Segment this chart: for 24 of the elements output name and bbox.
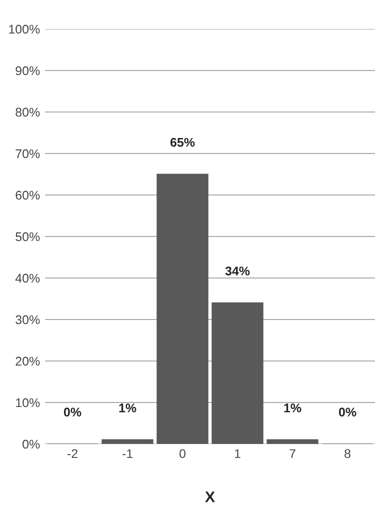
data-label: 0% (338, 408, 356, 417)
x-axis-title: X (205, 492, 215, 502)
y-tick-label: 60% (16, 190, 40, 200)
x-tick-label: 7 (290, 449, 296, 458)
y-tick-label: 80% (16, 108, 40, 117)
y-tick-label: 10% (16, 398, 40, 408)
y-tick-label: 40% (15, 274, 40, 283)
data-label: 1% (284, 404, 302, 412)
y-tick-label: 30% (16, 315, 40, 324)
y-tick-label: 0% (22, 440, 40, 449)
x-tick-label: -2 (68, 449, 78, 458)
x-tick-label: 0 (180, 449, 186, 458)
x-tick-label: 8 (344, 449, 350, 458)
y-tick-label: 100% (9, 24, 40, 34)
data-label: 65% (170, 138, 195, 147)
y-tick-label: 20% (16, 356, 40, 366)
x-tick-label: -1 (122, 449, 132, 458)
y-tick-label: 90% (16, 66, 40, 76)
y-tick-label: 50% (16, 232, 40, 242)
y-tick-label: 70% (16, 149, 40, 158)
data-label: 34% (225, 266, 250, 276)
x-tick-label: 1 (234, 449, 240, 458)
data-label: 0% (64, 408, 82, 417)
data-label: 1% (119, 404, 136, 412)
